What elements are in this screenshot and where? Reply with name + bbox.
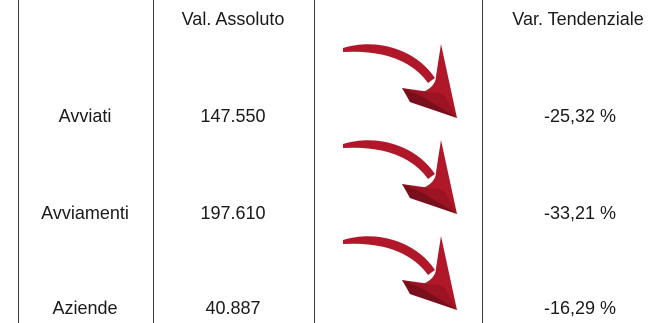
column-divider-3 — [314, 0, 315, 323]
row-label-avviamenti: Avviamenti — [41, 203, 129, 223]
column-divider-2 — [153, 0, 154, 323]
row-value-aziende: 40.887 — [205, 298, 261, 318]
row-value-avviati: 147.550 — [200, 106, 266, 126]
row-value-avviamenti: 197.610 — [200, 203, 266, 223]
down-arrow-icon — [343, 140, 457, 214]
row-label-aziende: Aziende — [52, 298, 118, 318]
column-divider-1 — [18, 0, 19, 323]
header-trend-var: Var. Tendenziale — [512, 9, 644, 29]
row-trend-avviamenti: -33,21 % — [543, 203, 617, 223]
row-label-avviati: Avviati — [58, 106, 112, 126]
row-trend-aziende: -16,29 % — [543, 298, 617, 318]
header-abs-value: Val. Assoluto — [181, 9, 285, 29]
down-arrow-icon — [343, 44, 457, 118]
column-divider-4 — [482, 0, 483, 323]
row-trend-avviati: -25,32 % — [543, 106, 617, 126]
down-arrow-icon — [343, 236, 457, 310]
